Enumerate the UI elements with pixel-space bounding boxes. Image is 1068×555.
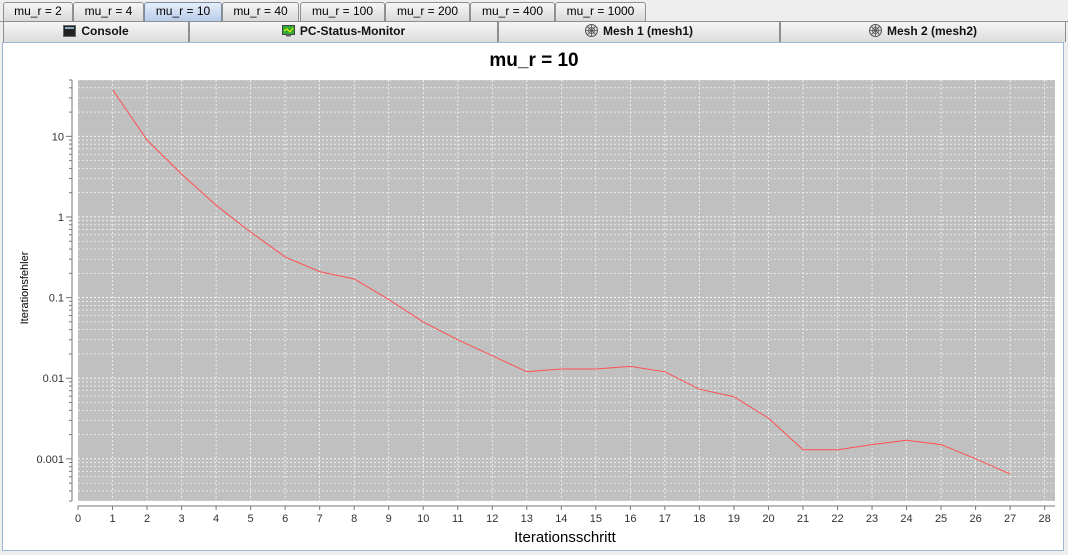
- view-tab-console[interactable]: Console: [3, 22, 189, 42]
- view-tab-label: Console: [81, 24, 129, 38]
- view-tab-strip: Console PC-Status-Monitor Mesh 1 (mesh1) Me…: [0, 21, 1068, 42]
- x-axis-label: Iterationsschritt: [514, 529, 617, 546]
- x-tick-label: 5: [248, 513, 254, 525]
- console-icon: [63, 24, 77, 43]
- y-axis-ticks: 0.001 0.01 0.1 1 10: [36, 79, 72, 502]
- plot-area: [78, 80, 1055, 501]
- tab-mu-r-1000[interactable]: mu_r = 1000: [555, 2, 646, 21]
- x-tick-label: 26: [969, 513, 981, 525]
- y-axis-label: Iterationsfehler: [19, 251, 31, 324]
- x-tick-label: 16: [624, 513, 636, 525]
- y-tick-label: 1: [58, 212, 64, 224]
- x-tick-label: 8: [351, 513, 357, 525]
- view-tab-label: Mesh 2 (mesh2): [886, 24, 978, 38]
- tab-mu-r-10[interactable]: mu_r = 10: [144, 2, 222, 21]
- x-tick-label: 21: [797, 513, 809, 525]
- view-tab-mesh-2-mesh2[interactable]: Mesh 2 (mesh2): [780, 22, 1066, 42]
- x-tick-label: 11: [452, 513, 463, 525]
- x-tick-label: 3: [179, 513, 185, 525]
- x-tick-label: 1: [109, 513, 115, 525]
- x-tick-label: 9: [386, 513, 392, 525]
- x-tick-label: 24: [900, 513, 912, 525]
- x-tick-label: 10: [417, 513, 429, 525]
- tab-mu-r-4[interactable]: mu_r = 4: [73, 2, 144, 21]
- mesh-icon: [868, 24, 882, 43]
- convergence-chart: mu_r = 10 0 1 2 3 4 5 6 7 8 9 10 11 12 13 14 15 16 17 18 19…: [19, 50, 1055, 546]
- x-tick-label: 20: [762, 513, 774, 525]
- x-tick-label: 15: [590, 513, 602, 525]
- tab-mu-r-2[interactable]: mu_r = 2: [3, 2, 73, 21]
- tab-mu-r-100[interactable]: mu_r = 100: [300, 2, 385, 21]
- view-tab-label: PC-Status-Monitor: [299, 24, 406, 38]
- view-tab-label: Mesh 1 (mesh1): [602, 24, 694, 38]
- x-tick-label: 7: [317, 513, 323, 525]
- x-tick-label: 27: [1004, 513, 1016, 525]
- x-tick-label: 2: [144, 513, 150, 525]
- x-tick-label: 23: [866, 513, 878, 525]
- x-tick-label: 0: [75, 513, 81, 525]
- axes: [71, 80, 1055, 507]
- x-tick-label: 13: [521, 513, 533, 525]
- x-tick-label: 22: [831, 513, 843, 525]
- view-tab-mesh-1-mesh1[interactable]: Mesh 1 (mesh1): [498, 22, 780, 42]
- y-tick-label: 10: [52, 131, 64, 143]
- x-tick-label: 6: [282, 513, 288, 525]
- grid-lines: [78, 79, 1055, 502]
- tab-mu-r-40[interactable]: mu_r = 40: [222, 2, 299, 21]
- chart-title: mu_r = 10: [489, 50, 578, 71]
- tab-strip: mu_r = 2 mu_r = 4 mu_r = 10 mu_r = 40 mu_r =…: [0, 0, 1068, 21]
- x-tick-label: 18: [693, 513, 705, 525]
- x-tick-label: 28: [1039, 513, 1051, 525]
- x-tick-label: 25: [935, 513, 947, 525]
- x-tick-label: 19: [728, 513, 740, 525]
- mesh-icon: [584, 24, 598, 43]
- y-tick-label: 0.001: [36, 454, 64, 466]
- x-tick-label: 4: [213, 513, 219, 525]
- y-tick-label: 0.1: [49, 293, 64, 305]
- x-axis-ticks: 0 1 2 3 4 5 6 7 8 9 10 11 12 13 14 15 16 17 18 19 20 21 22 23 24…: [75, 506, 1051, 525]
- tab-mu-r-200[interactable]: mu_r = 200: [385, 2, 470, 21]
- tab-mu-r-400[interactable]: mu_r = 400: [470, 2, 555, 21]
- y-tick-label: 0.01: [43, 373, 64, 385]
- series-line: [112, 89, 1011, 475]
- x-tick-label: 17: [659, 513, 671, 525]
- monitor-icon: [281, 24, 295, 43]
- chart-panel: mu_r = 10 0 1 2 3 4 5 6 7 8 9 10 11 12 13 14 15 16 17 18 19…: [2, 42, 1064, 551]
- view-tab-pc-status-monitor[interactable]: PC-Status-Monitor: [189, 22, 498, 42]
- x-tick-label: 12: [486, 513, 498, 525]
- x-tick-label: 14: [555, 513, 567, 525]
